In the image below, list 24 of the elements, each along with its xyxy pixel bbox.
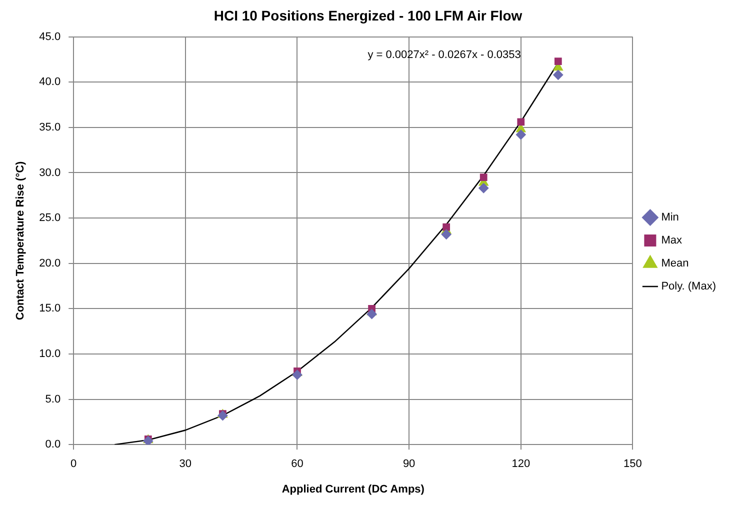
- x-tick-label: 120: [512, 458, 530, 470]
- y-axis-title: Contact Temperature Rise (°C): [14, 160, 27, 320]
- x-axis-title: Applied Current (DC Amps): [282, 483, 425, 496]
- y-tick-label: 10.0: [39, 348, 61, 360]
- annotation: y = 0.0027x² - 0.0267x - 0.0353: [368, 48, 521, 61]
- y-tick-label: 15.0: [39, 302, 61, 315]
- y-tick-label: 40.0: [39, 76, 61, 88]
- x-tick-label: 30: [179, 458, 192, 470]
- y-tick-label: 20.0: [39, 257, 61, 270]
- legend-label: Min: [661, 212, 679, 224]
- chart-title: HCI 10 Positions Energized - 100 LFM Air Flow: [214, 7, 522, 24]
- x-tick-label: 150: [624, 458, 642, 470]
- y-tick-label: 5.0: [45, 393, 61, 406]
- x-tick-label: 60: [291, 458, 304, 470]
- y-tick-label: 30.0: [39, 166, 61, 179]
- x-tick-label: 0: [70, 458, 77, 470]
- x-tick-label: 90: [402, 458, 416, 470]
- y-tick-label: 0.0: [45, 438, 61, 451]
- y-tick-label: 45.0: [39, 30, 61, 43]
- y-tick-label: 35.0: [39, 121, 61, 134]
- y-tick-label: 25.0: [39, 212, 61, 224]
- legend-label: Poly. (Max): [661, 280, 716, 293]
- legend-label: Mean: [661, 258, 689, 270]
- legend-label: Max: [661, 234, 682, 247]
